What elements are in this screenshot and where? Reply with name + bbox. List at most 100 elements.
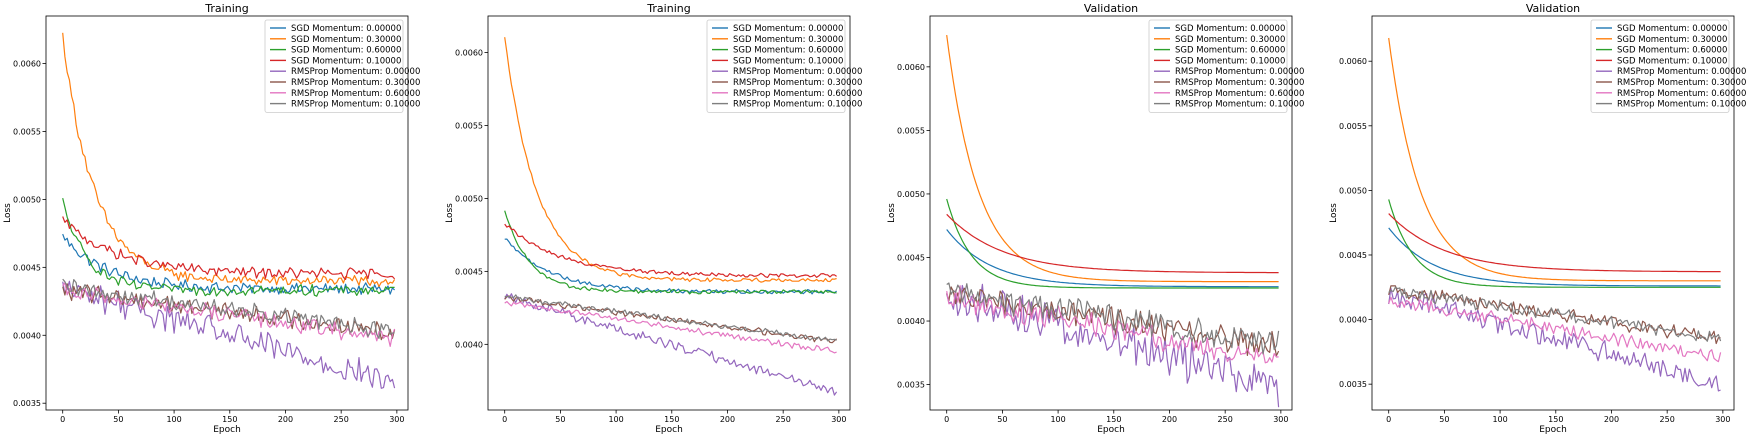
y-axis-label: Loss [887, 203, 897, 223]
legend-entry: SGD Momentum: 0.60000 [1175, 46, 1285, 56]
series-line-6 [946, 286, 1280, 357]
y-tick-label: 0.0050 [455, 194, 483, 203]
legend-entry: RMSProp Momentum: 0.00000 [291, 67, 420, 77]
y-tick-label: 0.0060 [455, 48, 483, 57]
x-tick-label: 200 [1162, 415, 1177, 424]
legend-entry: SGD Momentum: 0.10000 [291, 56, 401, 66]
x-axis-label: Epoch [655, 425, 683, 435]
legend-entry: SGD Momentum: 0.30000 [733, 35, 843, 45]
x-tick-label: 50 [997, 415, 1007, 424]
axes-frame [487, 15, 851, 411]
legend-box [1590, 19, 1730, 113]
series-line-1 [946, 229, 1279, 288]
x-tick-label: 0 [944, 415, 949, 424]
legend-box [1148, 19, 1288, 113]
legend-entry: SGD Momentum: 0.30000 [1617, 35, 1727, 45]
chart-panel-4: Validation 0 50 100 150 200 250 300 0.0035 0.0040… [1329, 2, 1746, 435]
y-tick-label: 0.0045 [1339, 251, 1367, 260]
legend-entry: SGD Momentum: 0.30000 [291, 35, 401, 45]
series-line-1 [62, 233, 396, 295]
x-tick-label: 50 [555, 415, 565, 424]
y-axis-label: Loss [1329, 203, 1339, 223]
legend-entry: SGD Momentum: 0.10000 [1175, 56, 1285, 66]
y-axis-label: Loss [445, 203, 455, 223]
x-tick-label: 50 [1439, 415, 1449, 424]
x-axis-label: Epoch [1539, 425, 1567, 435]
x-tick-label: 150 [1106, 415, 1121, 424]
chart-title: Validation [1084, 2, 1138, 15]
y-tick-label: 0.0040 [455, 340, 483, 349]
legend-entry: SGD Momentum: 0.00000 [733, 24, 843, 34]
series-line-2 [504, 37, 837, 283]
x-tick-label: 250 [1660, 415, 1675, 424]
series-line-7 [504, 301, 837, 354]
y-tick-label: 0.0050 [897, 190, 925, 199]
x-tick-label: 150 [664, 415, 679, 424]
series-line-8 [62, 278, 395, 339]
y-tick-label: 0.0035 [1339, 380, 1367, 389]
series-line-8 [1388, 286, 1722, 342]
x-tick-label: 150 [1548, 415, 1563, 424]
series-line-7 [1388, 296, 1722, 363]
axes-frame [929, 15, 1293, 411]
series-group [62, 32, 396, 389]
x-tick-label: 0 [1386, 415, 1391, 424]
series-line-5 [1388, 287, 1721, 392]
series-group [946, 35, 1280, 408]
x-tick-label: 300 [1715, 415, 1730, 424]
x-axis-label: Epoch [1097, 425, 1125, 435]
legend-entry: RMSProp Momentum: 0.30000 [291, 78, 420, 88]
x-tick-label: 200 [720, 415, 735, 424]
x-tick-label: 100 [1050, 415, 1065, 424]
y-tick-label: 0.0035 [13, 399, 41, 408]
legend-entry: RMSProp Momentum: 0.30000 [733, 78, 862, 88]
legend-entry: RMSProp Momentum: 0.30000 [1617, 78, 1746, 88]
legend-entry: RMSProp Momentum: 0.60000 [291, 89, 420, 99]
x-tick-label: 100 [1492, 415, 1507, 424]
y-tick-label: 0.0040 [13, 331, 41, 340]
y-tick-label: 0.0045 [455, 267, 483, 276]
y-tick-label: 0.0055 [455, 121, 483, 130]
series-line-6 [1388, 285, 1721, 345]
legend-entry: SGD Momentum: 0.60000 [1617, 46, 1727, 56]
legend-entry: SGD Momentum: 0.00000 [1175, 24, 1285, 34]
x-tick-label: 300 [831, 415, 846, 424]
series-line-1 [504, 238, 838, 295]
legend-entry: RMSProp Momentum: 0.10000 [1175, 100, 1304, 110]
y-tick-label: 0.0040 [897, 317, 925, 326]
x-tick-label: 100 [608, 415, 623, 424]
x-tick-label: 250 [1218, 415, 1233, 424]
series-line-2 [62, 32, 396, 288]
y-tick-label: 0.0045 [897, 253, 925, 262]
legend-entry: RMSProp Momentum: 0.00000 [1175, 67, 1304, 77]
y-tick-label: 0.0040 [1339, 316, 1367, 325]
series-group [504, 37, 838, 396]
legend-entry: SGD Momentum: 0.00000 [1617, 24, 1727, 34]
legend-entry: SGD Momentum: 0.10000 [1617, 56, 1727, 66]
legend-entry: SGD Momentum: 0.60000 [291, 46, 401, 56]
x-tick-label: 300 [1273, 415, 1288, 424]
series-line-4 [946, 213, 1279, 274]
series-line-8 [504, 294, 837, 342]
y-tick-label: 0.0060 [1339, 57, 1367, 66]
x-tick-label: 100 [166, 415, 181, 424]
legend-box [264, 19, 404, 113]
legend-entry: RMSProp Momentum: 0.10000 [1617, 100, 1746, 110]
series-line-6 [504, 295, 837, 344]
series-line-1 [1388, 227, 1721, 287]
legend-entry: RMSProp Momentum: 0.00000 [1617, 67, 1746, 77]
legend-entry: SGD Momentum: 0.60000 [733, 46, 843, 56]
legend-entry: SGD Momentum: 0.00000 [291, 24, 401, 34]
series-line-8 [946, 282, 1280, 355]
series-line-2 [946, 35, 1279, 283]
legend-entry: RMSProp Momentum: 0.60000 [1617, 89, 1746, 99]
legend-entry: RMSProp Momentum: 0.00000 [733, 67, 862, 77]
y-tick-label: 0.0050 [13, 195, 41, 204]
series-line-7 [62, 282, 396, 347]
series-line-3 [62, 197, 395, 297]
legend-entry: RMSProp Momentum: 0.10000 [733, 100, 862, 110]
x-axis-label: Epoch [213, 425, 241, 435]
